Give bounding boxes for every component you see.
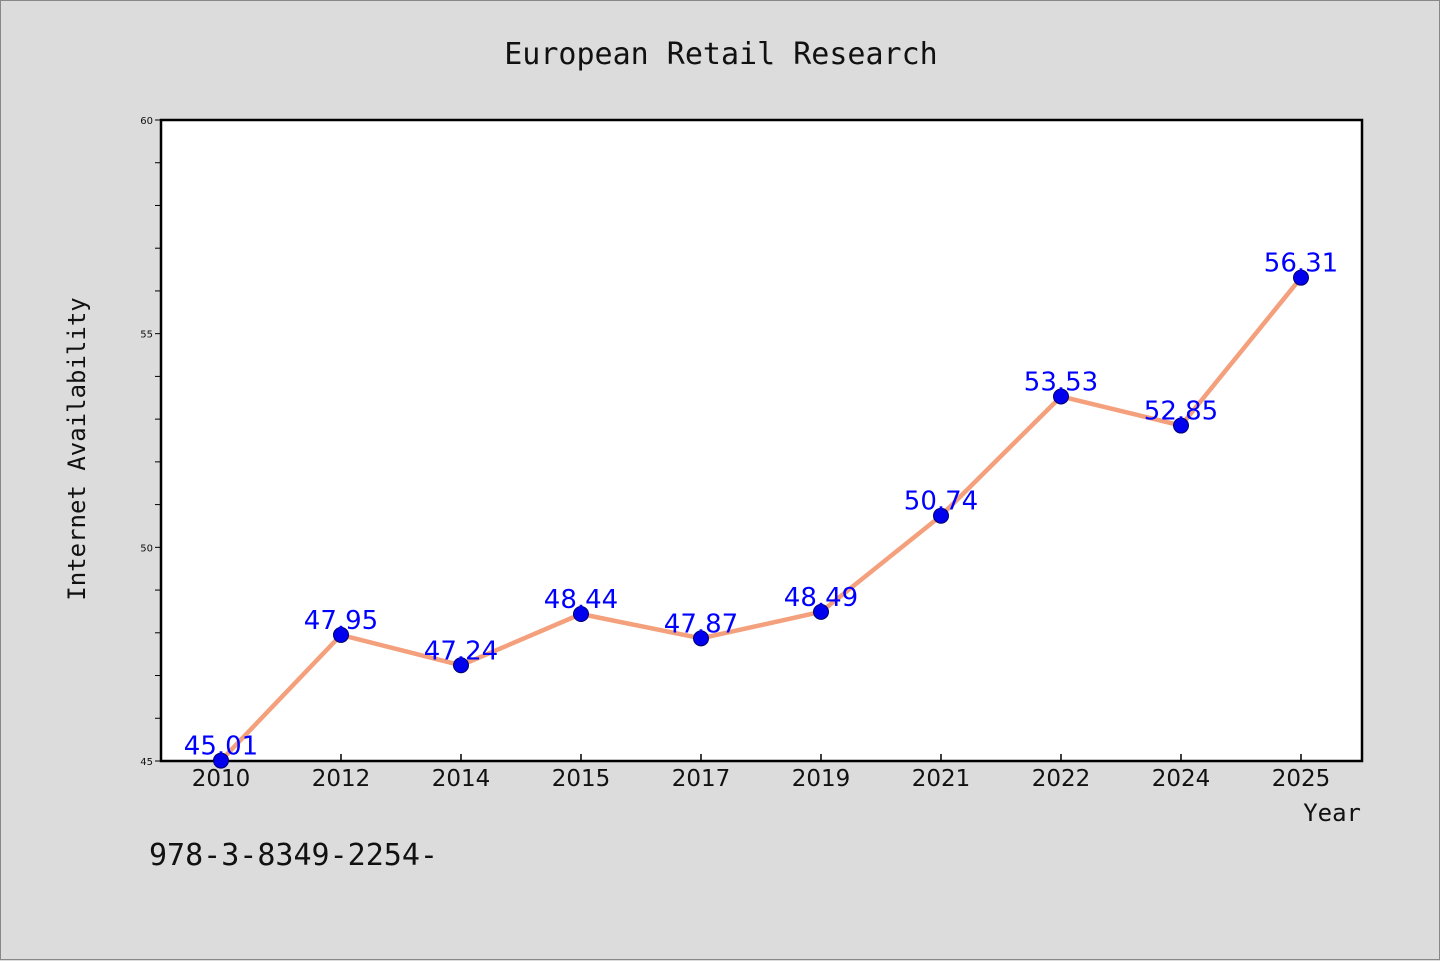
- data-label: 47.95: [304, 606, 378, 636]
- footnote-text: 978-3-8349-2254-: [149, 838, 438, 873]
- x-tick-label: 2022: [1032, 766, 1091, 792]
- y-tick-label: 60: [140, 116, 153, 127]
- x-axis: 2010 2012 2014 2015 2017 2019 2021 2022 2024 2025: [192, 754, 1331, 792]
- data-point: [333, 626, 349, 643]
- data-point: [1293, 269, 1309, 286]
- x-tick-label: 2015: [552, 766, 611, 792]
- y-axis: 45 50 55 60: [140, 116, 161, 768]
- x-axis-label: Year: [1303, 799, 1361, 827]
- x-tick-label: 2021: [912, 766, 971, 792]
- data-label: 48.44: [544, 585, 618, 615]
- data-label: 50.74: [904, 487, 978, 517]
- data-point: [213, 752, 229, 769]
- x-tick-label: 2025: [1272, 766, 1331, 792]
- data-label: 47.24: [424, 636, 498, 666]
- data-label: 53.53: [1024, 367, 1098, 397]
- x-tick-label: 2019: [792, 766, 851, 792]
- data-point: [573, 605, 589, 622]
- data-point: [1053, 388, 1069, 405]
- x-tick-label: 2012: [312, 766, 371, 792]
- series-path: [218, 275, 1304, 763]
- y-axis-label: Internet Availability: [63, 297, 91, 600]
- x-tick-label: 2014: [432, 766, 491, 792]
- data-point: [693, 630, 709, 647]
- data-label: 47.87: [664, 609, 738, 639]
- data-point: [453, 657, 469, 674]
- data-label: 52.85: [1144, 397, 1218, 427]
- data-point: [1173, 417, 1189, 434]
- y-tick-label: 45: [140, 757, 153, 768]
- data-label: 45.01: [184, 732, 258, 762]
- data-label: 48.49: [784, 583, 858, 613]
- chart-title: European Retail Research: [504, 37, 937, 72]
- x-tick-label: 2024: [1152, 766, 1211, 792]
- y-tick-label: 55: [140, 330, 153, 341]
- data-labels: 45.01 47.95 47.24 48.44 47.87 48.49 50.74 53.53…: [184, 249, 1338, 762]
- series-line: [213, 269, 1309, 769]
- y-tick-label: 50: [140, 543, 153, 554]
- data-label: 56.31: [1264, 249, 1338, 279]
- data-point: [933, 507, 949, 524]
- x-tick-label: 2017: [672, 766, 731, 792]
- data-point: [813, 603, 829, 620]
- plot-area: [159, 118, 1364, 763]
- x-tick-label: 2010: [192, 766, 251, 792]
